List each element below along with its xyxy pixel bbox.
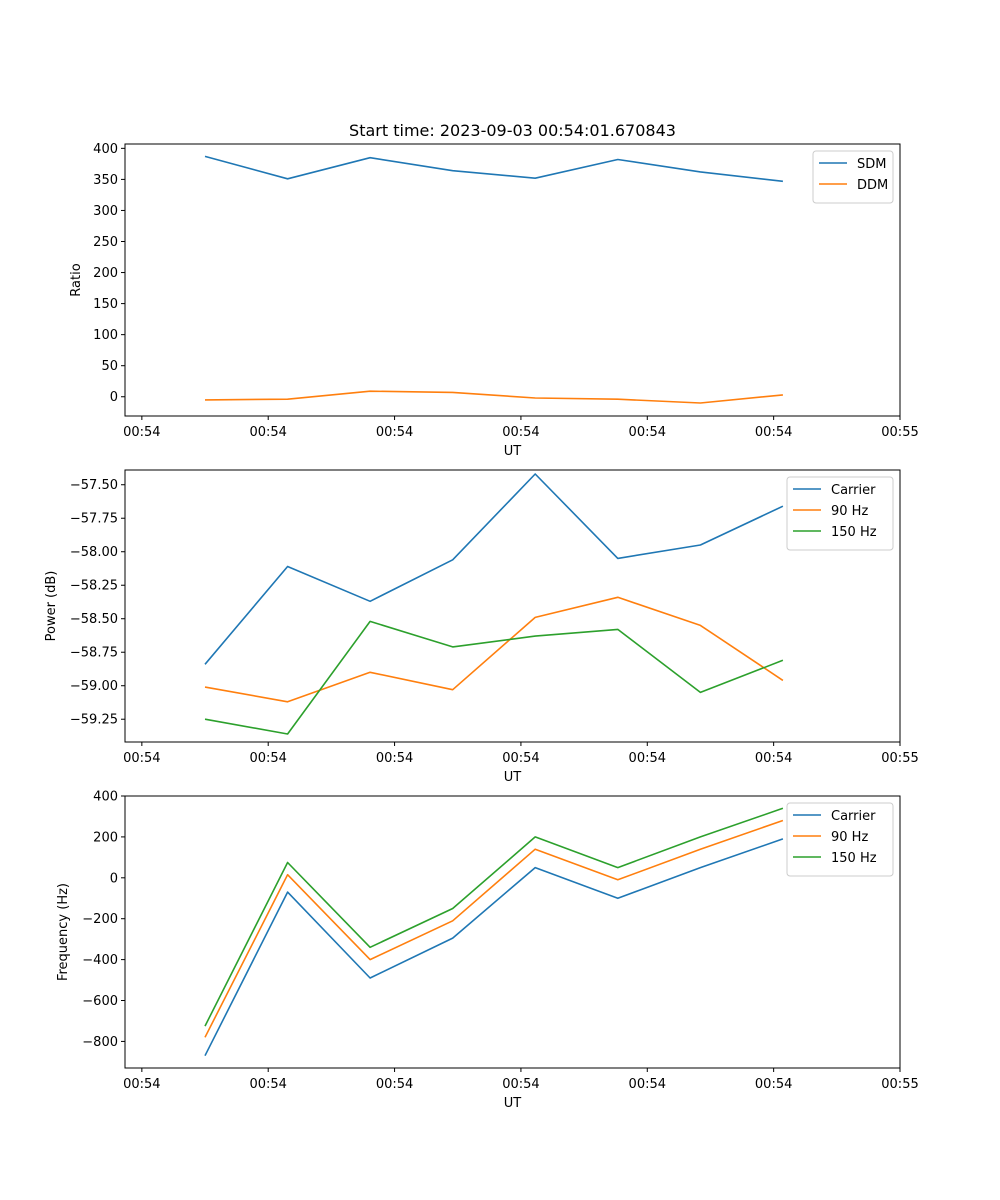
y-tick-label: −800 bbox=[82, 1035, 118, 1050]
x-axis-label: UT bbox=[504, 1096, 522, 1111]
y-tick-label: −57.50 bbox=[70, 478, 118, 493]
y-tick-label: 200 bbox=[93, 266, 118, 281]
y-axis-label: Ratio bbox=[69, 263, 84, 296]
y-tick-label: 300 bbox=[93, 204, 118, 219]
axes-frame-2 bbox=[124, 795, 901, 1069]
y-tick-label: −58.75 bbox=[70, 646, 118, 661]
chart-title: Start time: 2023-09-03 00:54:01.670843 bbox=[349, 121, 676, 140]
series-line-150-hz bbox=[204, 807, 784, 1027]
x-tick-label: 00:54 bbox=[502, 1077, 539, 1092]
series-line-90-hz bbox=[204, 596, 784, 703]
y-tick-label: 0 bbox=[110, 871, 118, 886]
y-tick-label: 250 bbox=[93, 235, 118, 250]
x-tick-label: 00:55 bbox=[881, 1077, 918, 1092]
y-tick-label: −200 bbox=[82, 912, 118, 927]
y-tick-label: 200 bbox=[93, 830, 118, 845]
y-tick-label: −58.25 bbox=[70, 579, 118, 594]
y-tick-label: −57.75 bbox=[70, 512, 118, 527]
series-line-ddm bbox=[204, 390, 783, 404]
x-tick-label: 00:54 bbox=[502, 751, 539, 766]
x-tick-label: 00:54 bbox=[755, 751, 792, 766]
x-tick-label: 00:54 bbox=[249, 751, 286, 766]
x-axis-label: UT bbox=[504, 770, 522, 785]
series-line-90-hz bbox=[204, 819, 784, 1038]
x-tick-label: 00:54 bbox=[249, 425, 286, 440]
legend-label: SDM bbox=[857, 157, 886, 172]
x-tick-label: 00:54 bbox=[376, 1077, 413, 1092]
y-tick-label: −59.25 bbox=[70, 713, 118, 728]
x-tick-label: 00:54 bbox=[376, 425, 413, 440]
y-tick-label: −58.00 bbox=[70, 545, 118, 560]
y-tick-label: 150 bbox=[93, 297, 118, 312]
y-tick-label: 100 bbox=[93, 328, 118, 343]
series-line-carrier bbox=[204, 473, 784, 665]
x-tick-label: 00:55 bbox=[881, 425, 918, 440]
legend-label: Carrier bbox=[831, 483, 876, 498]
x-tick-label: 00:54 bbox=[629, 751, 666, 766]
y-axis-label: Power (dB) bbox=[44, 571, 59, 642]
y-tick-label: 400 bbox=[93, 790, 118, 805]
legend-label: 150 Hz bbox=[831, 851, 877, 866]
x-tick-label: 00:54 bbox=[249, 1077, 286, 1092]
y-tick-label: −59.00 bbox=[70, 679, 118, 694]
y-tick-label: 350 bbox=[93, 173, 118, 188]
y-tick-label: −400 bbox=[82, 953, 118, 968]
x-tick-label: 00:54 bbox=[502, 425, 539, 440]
legend-label: 90 Hz bbox=[831, 830, 868, 845]
x-tick-label: 00:54 bbox=[755, 1077, 792, 1092]
x-tick-label: 00:54 bbox=[629, 1077, 666, 1092]
series-line-150-hz bbox=[204, 620, 784, 735]
axes-frame-0 bbox=[124, 143, 901, 417]
x-tick-label: 00:54 bbox=[123, 425, 160, 440]
x-tick-label: 00:55 bbox=[881, 751, 918, 766]
series-line-carrier bbox=[204, 838, 784, 1057]
y-tick-label: 50 bbox=[101, 359, 118, 374]
legend-label: Carrier bbox=[831, 809, 876, 824]
y-axis-label: Frequency (Hz) bbox=[56, 883, 71, 981]
y-tick-label: −58.50 bbox=[70, 612, 118, 627]
y-tick-label: 0 bbox=[110, 390, 118, 405]
legend-box bbox=[812, 150, 894, 204]
legend-label: DDM bbox=[857, 178, 888, 193]
x-tick-label: 00:54 bbox=[755, 425, 792, 440]
series-line-sdm bbox=[204, 155, 783, 183]
x-tick-label: 00:54 bbox=[123, 751, 160, 766]
y-tick-label: −600 bbox=[82, 994, 118, 1009]
x-tick-label: 00:54 bbox=[629, 425, 666, 440]
x-tick-label: 00:54 bbox=[123, 1077, 160, 1092]
axes-frame-1 bbox=[124, 469, 901, 743]
legend-label: 90 Hz bbox=[831, 504, 868, 519]
x-tick-label: 00:54 bbox=[376, 751, 413, 766]
x-axis-label: UT bbox=[504, 444, 522, 459]
legend-label: 150 Hz bbox=[831, 525, 877, 540]
y-tick-label: 400 bbox=[93, 142, 118, 157]
